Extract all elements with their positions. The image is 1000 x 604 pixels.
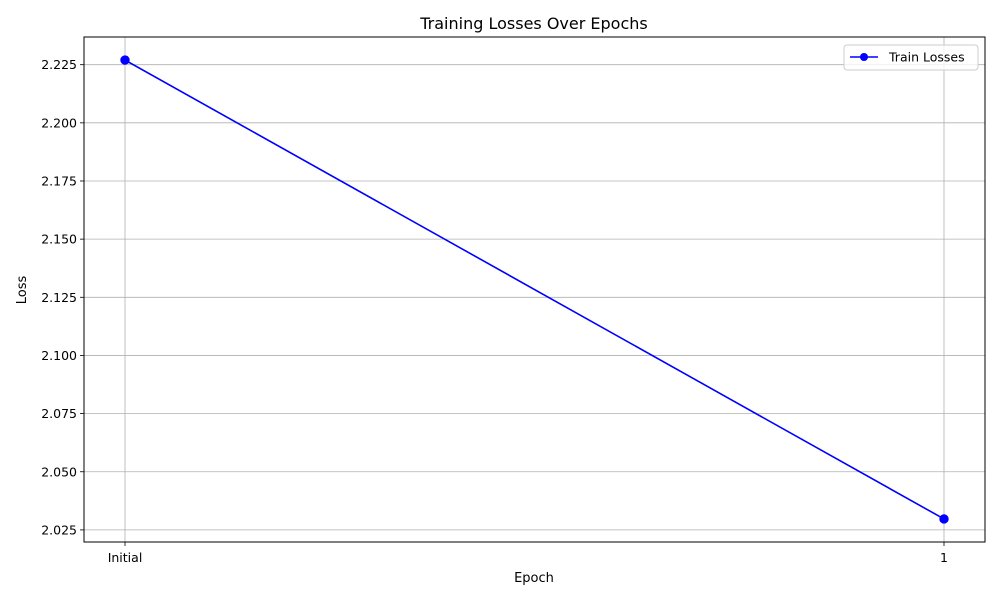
y-axis-label: Loss xyxy=(15,276,30,305)
x-tick-label: Initial xyxy=(108,550,143,565)
y-tick-label: 2.200 xyxy=(41,115,77,130)
y-tick-label: 2.225 xyxy=(41,57,77,72)
plot-frame xyxy=(83,36,986,543)
legend[interactable]: Train Losses xyxy=(843,44,979,71)
y-tick-label: 2.150 xyxy=(41,232,77,247)
grid-lines xyxy=(84,37,985,542)
x-tick-label: 1 xyxy=(940,550,948,565)
legend-marker-swatch xyxy=(860,53,868,61)
legend-entry-train-losses: Train Losses xyxy=(888,50,965,65)
y-tick-label: 2.125 xyxy=(41,290,77,305)
series-line-train-losses xyxy=(124,59,945,520)
y-axis-ticks: 2.025 2.050 2.075 2.100 2.125 2.150 2.175 2.200… xyxy=(41,57,84,537)
x-axis-label: Epoch xyxy=(514,571,554,586)
chart-title: Training Losses Over Epochs xyxy=(419,14,647,33)
data-point xyxy=(939,514,949,524)
data-point xyxy=(120,55,130,65)
y-tick-label: 2.175 xyxy=(41,173,77,188)
x-axis-ticks: Initial 1 xyxy=(108,542,948,565)
y-tick-label: 2.075 xyxy=(41,406,77,421)
y-tick-label: 2.050 xyxy=(41,464,77,479)
y-tick-label: 2.100 xyxy=(41,348,77,363)
y-tick-label: 2.025 xyxy=(41,522,77,537)
series-layer xyxy=(120,55,949,524)
legend-box xyxy=(843,44,979,71)
